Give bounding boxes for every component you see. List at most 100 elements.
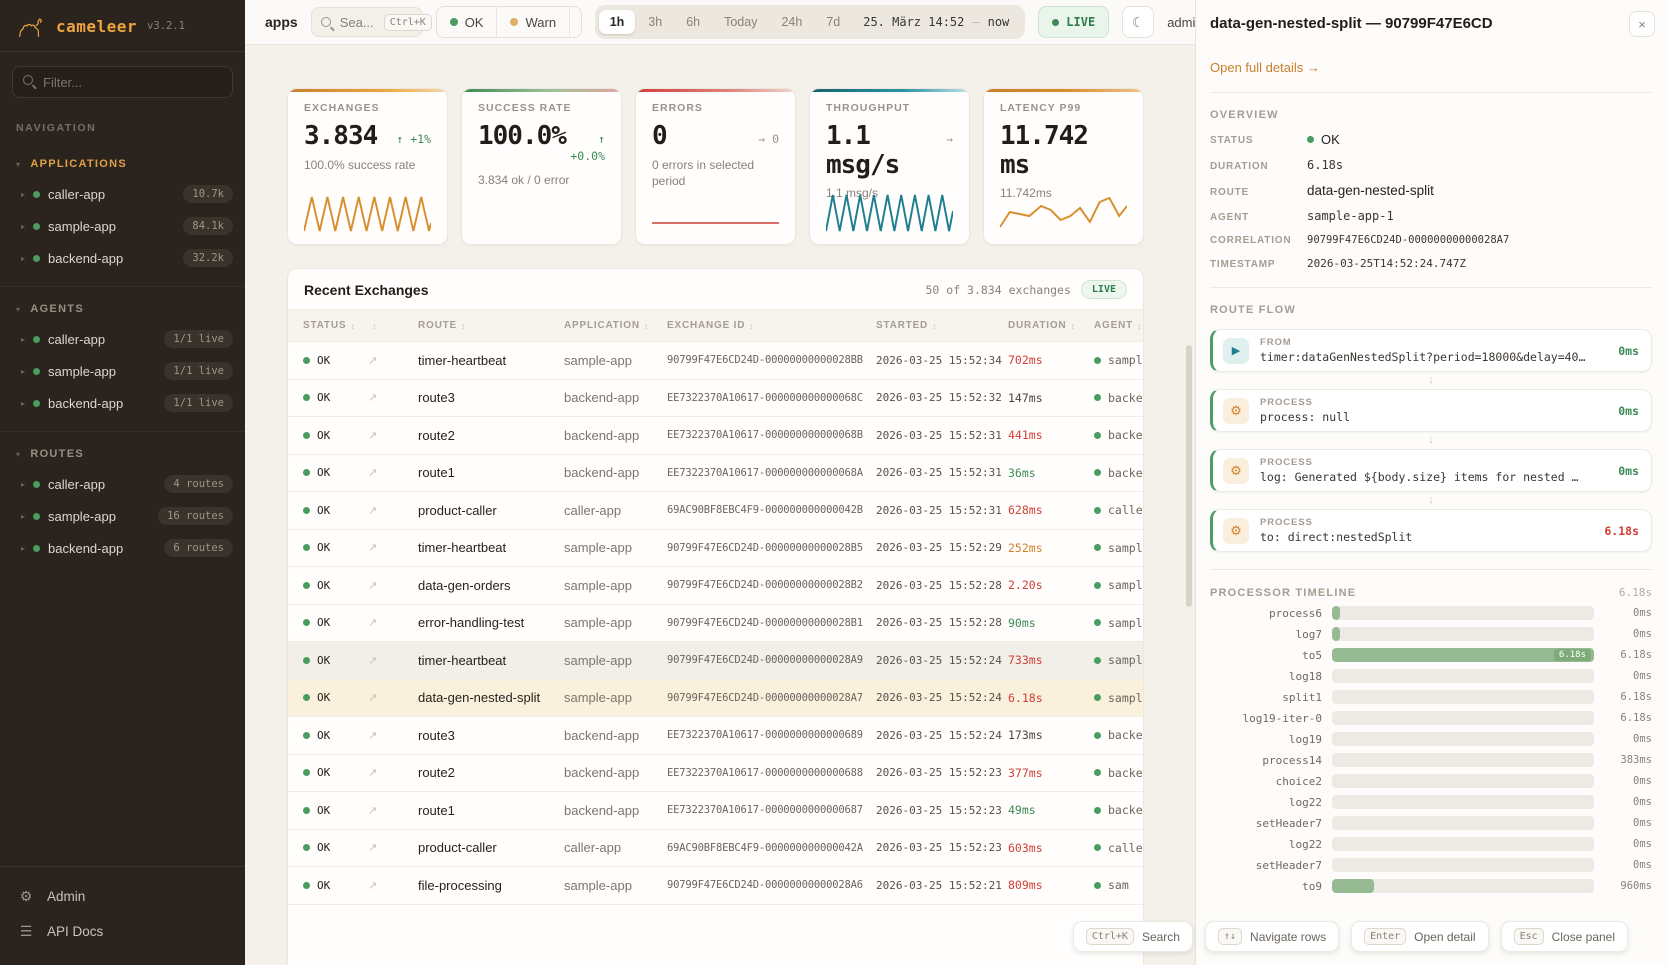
live-toggle[interactable]: LIVE <box>1038 6 1110 38</box>
sidebar-item-api-docs[interactable]: ☰ API Docs <box>0 914 245 949</box>
status-dot-icon <box>33 512 41 520</box>
nav-item[interactable]: ▸ sample-app 84.1k <box>0 210 245 242</box>
exchange-id-cell: EE7322370A10617-0000000000000688 <box>667 766 863 779</box>
chevron-down-icon: ▾ <box>16 449 22 459</box>
processor-duration: 960ms <box>1620 880 1652 892</box>
time-range-option[interactable]: 3h <box>648 15 663 29</box>
chevron-right-icon: ▸ <box>21 511 26 521</box>
table-row[interactable]: OK ↗ route1 backend-app EE7322370A10617-… <box>288 792 1143 830</box>
open-row-icon[interactable]: ↗ <box>368 842 378 855</box>
table-row[interactable]: OK ↗ route2 backend-app EE7322370A10617-… <box>288 417 1143 455</box>
open-row-icon[interactable]: ↗ <box>368 692 378 705</box>
time-range-option[interactable]: 7d <box>826 15 841 29</box>
table-row[interactable]: OK ↗ timer-heartbeat sample-app 90799F47… <box>288 642 1143 680</box>
column-header[interactable]: DURATION ↕ <box>1008 320 1076 331</box>
status-filter[interactable]: OK <box>437 7 498 37</box>
table-row[interactable]: OK ↗ route1 backend-app EE7322370A10617-… <box>288 455 1143 492</box>
table-row[interactable]: OK ↗ timer-heartbeat sample-app 90799F47… <box>288 530 1143 567</box>
date-range[interactable]: 25. März 14:52 — now <box>853 15 1021 29</box>
route-flow-step[interactable]: ↓ ▶ FROM timer:dataGenNestedSplit?period… <box>1210 329 1652 372</box>
column-header[interactable]: APPLICATION ↕ <box>564 320 650 331</box>
table-row[interactable]: OK ↗ product-caller caller-app 69AC90BF8… <box>288 830 1143 867</box>
table-row[interactable]: OK ↗ file-processing sample-app 90799F47… <box>288 867 1143 905</box>
nav-section-header[interactable]: ▾ ROUTES <box>0 440 245 468</box>
open-full-details-link[interactable]: Open full details → <box>1210 60 1320 75</box>
sort-icon: ↕ <box>461 320 467 331</box>
nav-item[interactable]: ▸ backend-app 32.2k <box>0 242 245 274</box>
agent-cell: backen <box>1094 766 1143 780</box>
date-from: 25. März 14:52 <box>863 15 965 29</box>
time-range-option[interactable]: 6h <box>686 15 701 29</box>
route-cell: route1 <box>418 465 455 481</box>
close-panel-button[interactable]: × <box>1629 11 1655 37</box>
table-row[interactable]: OK ↗ data-gen-nested-split sample-app 90… <box>288 679 1143 717</box>
column-header[interactable]: ROUTE ↕ <box>418 320 467 331</box>
sidebar-item-admin[interactable]: ⚙ Admin <box>0 879 245 914</box>
nav-section-header[interactable]: ▾ APPLICATIONS <box>0 150 245 178</box>
open-row-icon[interactable]: ↗ <box>368 579 378 592</box>
open-row-icon[interactable]: ↗ <box>368 879 378 892</box>
status-filter[interactable]: E <box>570 7 581 37</box>
search-input[interactable] <box>339 14 378 30</box>
nav-item[interactable]: ▸ sample-app 16 routes <box>0 500 245 532</box>
kpi-subtext: 3.834 ok / 0 error <box>478 172 570 187</box>
route-flow-step[interactable]: ↓ ⚙ PROCESS to: direct:nestedSplit 6.18s <box>1210 492 1652 552</box>
nav-item[interactable]: ▸ backend-app 6 routes <box>0 532 245 564</box>
nav-section-header[interactable]: ▾ AGENTS <box>0 295 245 323</box>
table-row[interactable]: OK ↗ product-caller caller-app 69AC90BF8… <box>288 492 1143 530</box>
global-search[interactable]: Ctrl+K <box>310 7 432 37</box>
open-row-icon[interactable]: ↗ <box>368 392 378 405</box>
nav-item[interactable]: ▸ backend-app 1/1 live <box>0 387 245 419</box>
chevron-right-icon: ▸ <box>21 334 26 344</box>
duration-cell: 733ms <box>1008 653 1043 668</box>
route-flow-step[interactable]: ↓ ⚙ PROCESS log: Generated ${body.size} … <box>1210 432 1652 492</box>
route-cell: route3 <box>418 390 455 406</box>
agent-dot-icon <box>1094 431 1101 439</box>
context-label: apps <box>265 14 298 30</box>
scrollbar[interactable] <box>1186 345 1192 607</box>
camel-logo-icon <box>19 18 42 37</box>
column-header[interactable]: AGENT ↕ <box>1094 320 1143 331</box>
table-row[interactable]: OK ↗ route3 backend-app EE7322370A10617-… <box>288 717 1143 755</box>
processor-name: choice2 <box>1275 774 1322 788</box>
timeline-bar <box>1332 858 1594 872</box>
status-filter[interactable]: Warn <box>497 7 571 37</box>
duration-cell: 49ms <box>1008 803 1036 818</box>
table-row[interactable]: OK ↗ timer-heartbeat sample-app 90799F47… <box>288 342 1143 380</box>
column-header[interactable]: STARTED ↕ <box>876 320 938 331</box>
time-range-option[interactable]: 1h <box>598 10 636 34</box>
table-row[interactable]: OK ↗ data-gen-orders sample-app 90799F47… <box>288 567 1143 605</box>
search-shortcut: Ctrl+K <box>383 13 432 31</box>
time-range-option[interactable]: Today <box>724 15 758 29</box>
nav-item[interactable]: ▸ caller-app 10.7k <box>0 178 245 210</box>
duration-cell: 6.18s <box>1008 690 1043 705</box>
table-row[interactable]: OK ↗ error-handling-test sample-app 9079… <box>288 605 1143 642</box>
started-cell: 2026-03-25 15:52:23 <box>876 841 1002 855</box>
dark-mode-toggle[interactable]: ☾ <box>1122 6 1155 38</box>
nav-item[interactable]: ▸ caller-app 1/1 live <box>0 323 245 355</box>
open-row-icon[interactable]: ↗ <box>368 542 378 555</box>
shortcut-key: Enter <box>1364 928 1407 945</box>
open-row-icon[interactable]: ↗ <box>368 504 378 517</box>
open-row-icon[interactable]: ↗ <box>368 804 378 817</box>
open-row-icon[interactable]: ↗ <box>368 429 378 442</box>
column-header[interactable]: ↕ <box>368 321 418 331</box>
open-row-icon[interactable]: ↗ <box>368 354 378 367</box>
column-header[interactable]: EXCHANGE ID ↕ <box>667 320 755 331</box>
open-row-icon[interactable]: ↗ <box>368 617 378 630</box>
time-range-option[interactable]: 24h <box>781 15 803 29</box>
route-flow-step[interactable]: ↓ ⚙ PROCESS process: null 0ms <box>1210 372 1652 432</box>
open-row-icon[interactable]: ↗ <box>368 467 378 480</box>
open-row-icon[interactable]: ↗ <box>368 729 378 742</box>
nav-item[interactable]: ▸ caller-app 4 routes <box>0 468 245 500</box>
column-header[interactable]: STATUS ↕ <box>303 320 356 331</box>
overview-route-row: ROUTE data-gen-nested-split <box>1210 183 1434 198</box>
open-row-icon[interactable]: ↗ <box>368 654 378 667</box>
nav-item[interactable]: ▸ sample-app 1/1 live <box>0 355 245 387</box>
application-cell: sample-app <box>564 877 632 893</box>
table-row[interactable]: OK ↗ route3 backend-app EE7322370A10617-… <box>288 380 1143 417</box>
open-row-icon[interactable]: ↗ <box>368 767 378 780</box>
filter-input[interactable] <box>12 66 233 98</box>
table-row[interactable]: OK ↗ route2 backend-app EE7322370A10617-… <box>288 755 1143 792</box>
timeline-bar-fill <box>1332 606 1340 620</box>
